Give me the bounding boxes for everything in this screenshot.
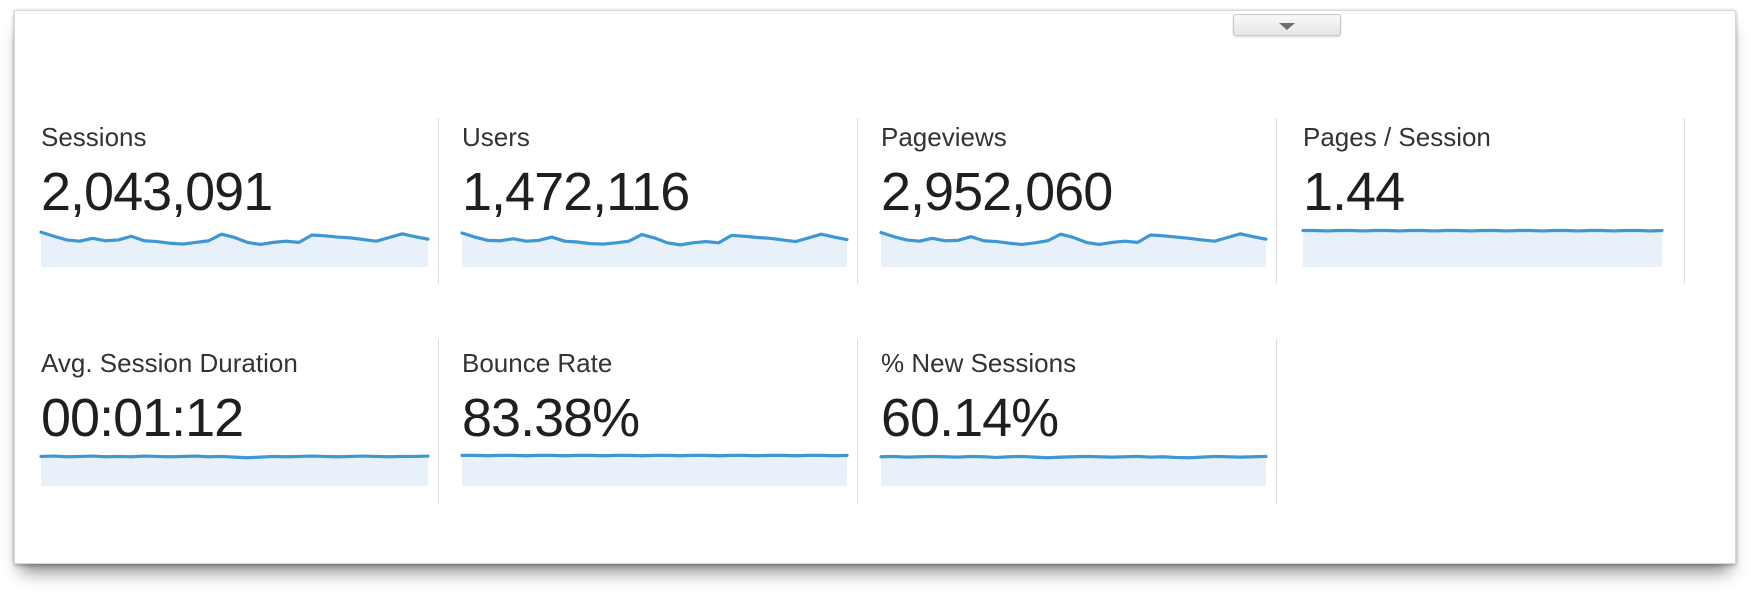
sparkline-line xyxy=(462,233,847,245)
metric-value: 2,952,060 xyxy=(881,162,1113,222)
metric-card-new-sessions[interactable]: % New Sessions 60.14% xyxy=(858,339,1277,504)
metric-label: Avg. Session Duration xyxy=(41,348,298,378)
metric-card-pages-per-session[interactable]: Pages / Session 1.44 xyxy=(1277,118,1685,284)
metric-label: Pages / Session xyxy=(1303,122,1491,152)
collapse-button[interactable] xyxy=(1233,14,1341,36)
metric-card-sessions[interactable]: Sessions 2,043,091 xyxy=(15,118,439,284)
metric-value: 00:01:12 xyxy=(41,388,244,448)
sparkline-fill xyxy=(881,456,1266,486)
sparkline-fill xyxy=(41,456,428,486)
metric-label: Pageviews xyxy=(881,122,1007,152)
metric-value: 1,472,116 xyxy=(462,162,690,222)
metric-value: 2,043,091 xyxy=(41,162,273,222)
metric-card-bounce-rate[interactable]: Bounce Rate 83.38% xyxy=(439,339,858,504)
metric-sparkline xyxy=(1303,226,1662,267)
sparkline-line xyxy=(41,232,428,244)
metric-sparkline xyxy=(462,452,847,486)
sparkline-fill xyxy=(881,232,1266,267)
metrics-row-1: Sessions 2,043,091 Users 1,472,116 Pagev… xyxy=(15,118,1685,284)
metric-label: Users xyxy=(462,122,530,152)
metrics-row-2: Avg. Session Duration 00:01:12 Bounce Ra… xyxy=(15,339,1685,504)
chevron-down-icon xyxy=(1279,22,1295,30)
sparkline-line xyxy=(41,456,428,458)
empty-metric-slot xyxy=(1277,339,1685,504)
metric-card-avg-session-duration[interactable]: Avg. Session Duration 00:01:12 xyxy=(15,339,439,504)
metric-sparkline xyxy=(41,226,428,267)
metric-sparkline xyxy=(41,452,428,486)
sparkline-fill xyxy=(1303,230,1662,267)
sparkline-fill xyxy=(462,455,847,486)
metrics-panel: Sessions 2,043,091 Users 1,472,116 Pagev… xyxy=(14,10,1736,564)
metric-sparkline xyxy=(881,226,1266,267)
sparkline-fill xyxy=(41,232,428,267)
metric-sparkline xyxy=(881,452,1266,486)
sparkline-line xyxy=(881,233,1266,245)
sparkline-fill xyxy=(462,232,847,267)
metric-card-users[interactable]: Users 1,472,116 xyxy=(439,118,858,284)
metric-card-pageviews[interactable]: Pageviews 2,952,060 xyxy=(858,118,1277,284)
metric-label: % New Sessions xyxy=(881,348,1077,378)
metric-value: 83.38% xyxy=(462,388,640,448)
metric-sparkline xyxy=(462,226,847,267)
sparkline-line xyxy=(881,456,1266,457)
metric-label: Sessions xyxy=(41,122,147,152)
metric-label: Bounce Rate xyxy=(462,348,613,378)
metric-value: 1.44 xyxy=(1303,162,1405,222)
metric-value: 60.14% xyxy=(881,388,1059,448)
